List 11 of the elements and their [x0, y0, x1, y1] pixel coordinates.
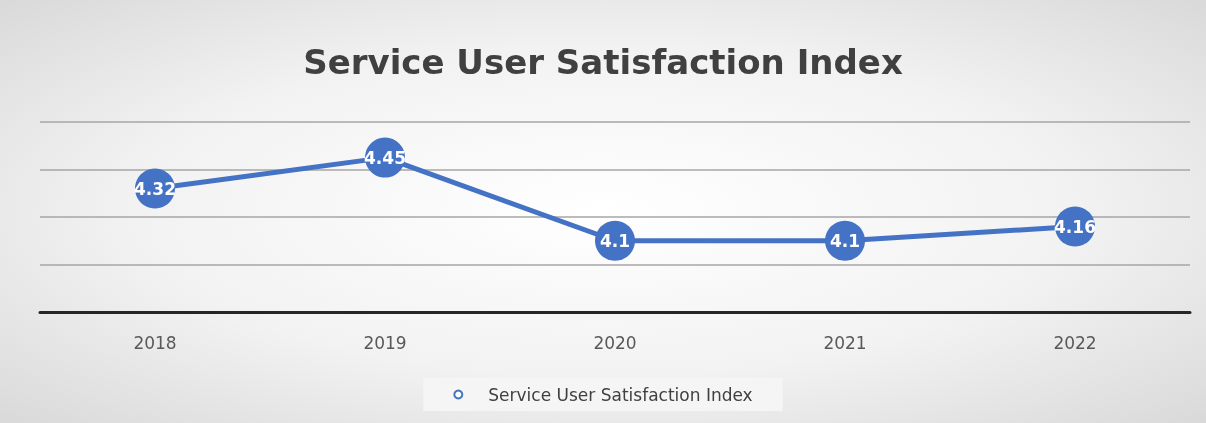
data-label: 4.1	[829, 230, 861, 251]
data-label: 4.1	[599, 230, 631, 251]
legend-label: Service User Satisfaction Index	[488, 384, 753, 405]
x-tick-label: 2020	[593, 332, 637, 353]
chart-title: Service User Satisfaction Index	[303, 42, 903, 82]
x-tick-label: 2018	[133, 332, 177, 353]
data-label: 4.16	[1054, 216, 1096, 237]
x-tick-label: 2021	[823, 332, 867, 353]
x-tick-label: 2022	[1053, 332, 1097, 353]
x-tick-label: 2019	[363, 332, 407, 353]
data-label: 4.45	[364, 147, 406, 168]
